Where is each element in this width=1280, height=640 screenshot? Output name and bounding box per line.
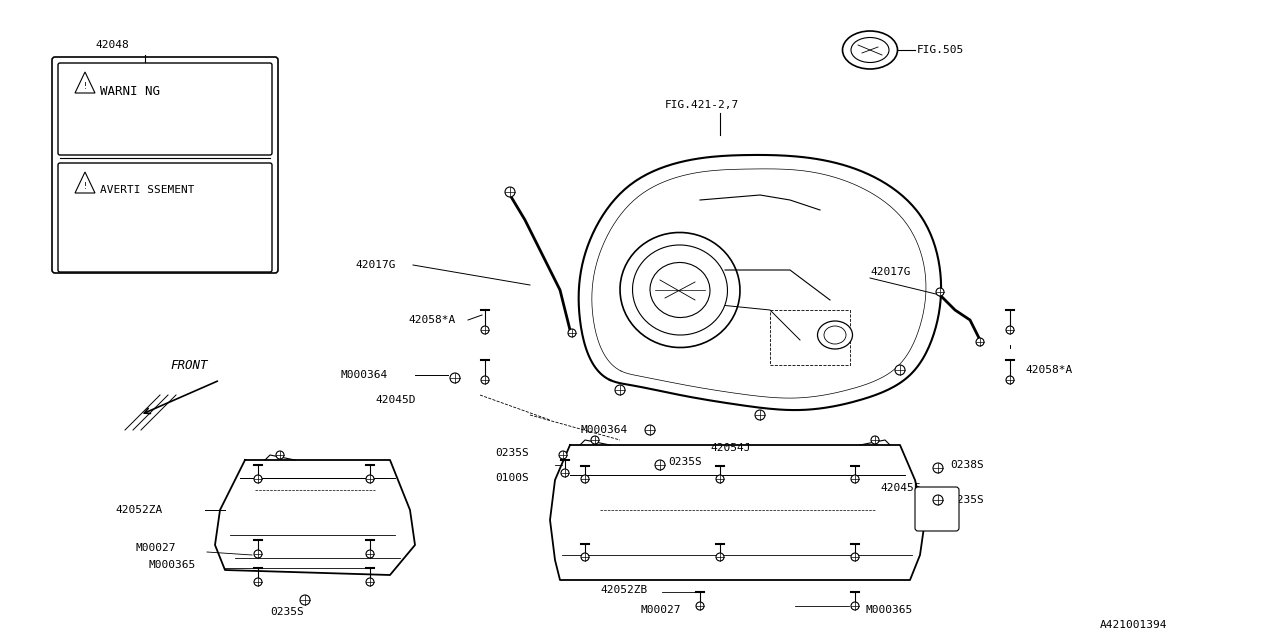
Circle shape: [506, 187, 515, 197]
Circle shape: [716, 553, 724, 561]
Text: M000364: M000364: [340, 370, 388, 380]
Circle shape: [933, 463, 943, 473]
Circle shape: [851, 475, 859, 483]
Text: 42045E: 42045E: [881, 483, 920, 493]
Circle shape: [253, 578, 262, 586]
Circle shape: [276, 451, 284, 459]
Circle shape: [581, 475, 589, 483]
Ellipse shape: [842, 31, 897, 69]
FancyBboxPatch shape: [52, 57, 278, 273]
Circle shape: [451, 373, 460, 383]
Circle shape: [300, 595, 310, 605]
Text: 42058*A: 42058*A: [408, 315, 456, 325]
Text: 42045D: 42045D: [375, 395, 416, 405]
Circle shape: [253, 550, 262, 558]
Circle shape: [481, 376, 489, 384]
Circle shape: [253, 475, 262, 483]
Text: 0235S: 0235S: [270, 607, 303, 617]
Text: 0238S: 0238S: [950, 460, 984, 470]
Text: WARNI NG: WARNI NG: [100, 85, 160, 98]
Text: M000365: M000365: [865, 605, 913, 615]
Circle shape: [645, 425, 655, 435]
Text: 42048: 42048: [95, 40, 129, 50]
Text: M000364: M000364: [580, 425, 627, 435]
Circle shape: [581, 553, 589, 561]
Circle shape: [977, 338, 984, 346]
Ellipse shape: [824, 326, 846, 344]
Circle shape: [481, 326, 489, 334]
Bar: [771, 310, 850, 365]
Text: 42054J: 42054J: [710, 443, 750, 453]
Circle shape: [895, 365, 905, 375]
FancyBboxPatch shape: [915, 487, 959, 531]
Circle shape: [559, 451, 567, 459]
Circle shape: [614, 385, 625, 395]
Circle shape: [366, 550, 374, 558]
Text: FIG.505: FIG.505: [916, 45, 964, 55]
Ellipse shape: [851, 38, 890, 63]
Circle shape: [1006, 376, 1014, 384]
Text: 42017G: 42017G: [870, 267, 910, 277]
FancyBboxPatch shape: [58, 63, 273, 155]
Circle shape: [936, 288, 945, 296]
Circle shape: [755, 410, 765, 420]
Circle shape: [591, 436, 599, 444]
FancyBboxPatch shape: [58, 163, 273, 272]
Text: M00027: M00027: [134, 543, 175, 553]
Text: 42058*A: 42058*A: [1025, 365, 1073, 375]
Text: 0100S: 0100S: [495, 473, 529, 483]
Circle shape: [655, 460, 666, 470]
Text: FIG.421-2,7: FIG.421-2,7: [666, 100, 740, 110]
Ellipse shape: [650, 262, 710, 317]
Circle shape: [851, 602, 859, 610]
Circle shape: [366, 578, 374, 586]
Circle shape: [851, 553, 859, 561]
Polygon shape: [215, 460, 415, 575]
Text: 0235S: 0235S: [495, 448, 529, 458]
Polygon shape: [550, 445, 925, 580]
Text: AVERTI SSEMENT: AVERTI SSEMENT: [100, 185, 195, 195]
Circle shape: [716, 475, 724, 483]
Circle shape: [568, 329, 576, 337]
Text: 42052ZB: 42052ZB: [600, 585, 648, 595]
Circle shape: [1006, 326, 1014, 334]
Circle shape: [870, 436, 879, 444]
Circle shape: [561, 469, 570, 477]
Ellipse shape: [620, 232, 740, 348]
Text: 0235S: 0235S: [950, 495, 984, 505]
Ellipse shape: [818, 321, 852, 349]
Text: A421001394: A421001394: [1100, 620, 1167, 630]
Text: M000365: M000365: [148, 560, 196, 570]
Polygon shape: [579, 155, 941, 410]
Text: !: !: [82, 81, 87, 90]
Text: M00027: M00027: [640, 605, 681, 615]
Ellipse shape: [632, 245, 727, 335]
Circle shape: [366, 475, 374, 483]
Circle shape: [696, 602, 704, 610]
Text: !: !: [82, 182, 87, 191]
Text: 42017G: 42017G: [355, 260, 396, 270]
Text: FRONT: FRONT: [170, 358, 207, 371]
Text: 42052ZA: 42052ZA: [115, 505, 163, 515]
Circle shape: [933, 495, 943, 505]
Text: 0235S: 0235S: [668, 457, 701, 467]
